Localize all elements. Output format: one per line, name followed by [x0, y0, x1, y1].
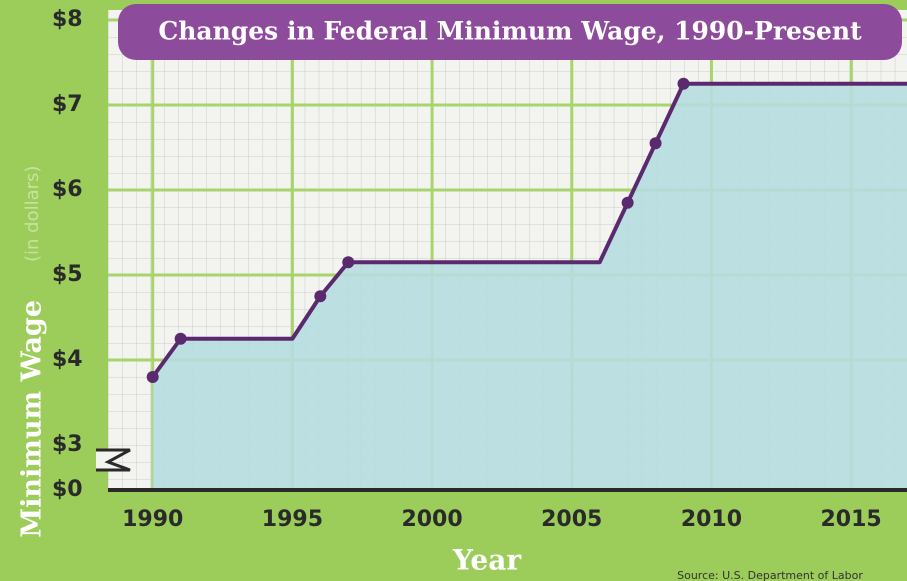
- x-axis-label: Year: [452, 544, 523, 577]
- y-axis-unit: (in dollars): [22, 166, 43, 262]
- x-tick-label: 2000: [401, 507, 462, 532]
- x-tick-label: 2015: [821, 507, 882, 532]
- x-tick-label: 1995: [262, 507, 323, 532]
- y-tick-label: $0: [52, 477, 83, 502]
- y-tick-label: $3: [52, 432, 83, 457]
- point: [147, 371, 159, 383]
- y-tick-label: $6: [52, 177, 83, 202]
- y-axis-label: Minimum Wage: [17, 300, 48, 538]
- point: [175, 333, 187, 345]
- x-tick-label: 1990: [122, 507, 183, 532]
- y-tick-label: $8: [52, 7, 83, 32]
- x-tick-label: 2010: [681, 507, 742, 532]
- y-tick-label: $7: [52, 92, 83, 117]
- chart-title: Changes in Federal Minimum Wage, 1990-Pr…: [158, 17, 862, 46]
- point: [650, 137, 662, 149]
- point: [622, 197, 634, 209]
- point: [678, 78, 690, 90]
- point: [342, 256, 354, 268]
- point: [314, 290, 326, 302]
- y-tick-label: $5: [52, 262, 83, 287]
- source: Source: U.S. Department of Labor: [677, 569, 863, 581]
- y-tick-label: $4: [52, 347, 83, 372]
- x-tick-label: 2005: [541, 507, 602, 532]
- chart: Changes in Federal Minimum Wage, 1990-Pr…: [0, 0, 907, 581]
